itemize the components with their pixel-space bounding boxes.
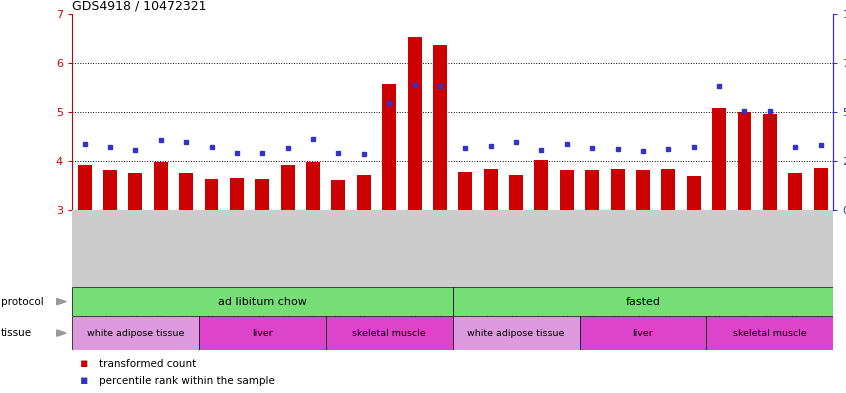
Bar bbox=[453, 287, 833, 316]
Bar bbox=[662, 169, 675, 210]
Bar bbox=[814, 167, 827, 210]
Bar bbox=[484, 169, 497, 210]
Bar bbox=[706, 316, 833, 350]
Bar bbox=[357, 175, 371, 210]
Text: skeletal muscle: skeletal muscle bbox=[733, 329, 807, 338]
Text: liver: liver bbox=[633, 329, 653, 338]
Text: tissue: tissue bbox=[1, 328, 32, 338]
Text: skeletal muscle: skeletal muscle bbox=[352, 329, 426, 338]
Bar bbox=[738, 112, 751, 210]
Text: GDS4918 / 10472321: GDS4918 / 10472321 bbox=[72, 0, 206, 13]
Text: white adipose tissue: white adipose tissue bbox=[86, 329, 184, 338]
Text: white adipose tissue: white adipose tissue bbox=[467, 329, 565, 338]
Text: ad libitum chow: ad libitum chow bbox=[217, 297, 307, 307]
Bar bbox=[636, 170, 650, 210]
Bar bbox=[560, 170, 574, 210]
Bar bbox=[129, 173, 142, 210]
Bar bbox=[535, 160, 548, 210]
Bar bbox=[72, 287, 453, 316]
Bar bbox=[179, 173, 193, 210]
Bar bbox=[763, 114, 777, 210]
Bar bbox=[199, 316, 326, 350]
Text: percentile rank within the sample: percentile rank within the sample bbox=[99, 376, 275, 386]
Bar bbox=[382, 83, 396, 210]
Bar bbox=[433, 45, 447, 210]
Bar bbox=[585, 170, 599, 210]
Bar bbox=[306, 162, 320, 210]
Bar bbox=[78, 165, 91, 210]
Text: ▪: ▪ bbox=[80, 375, 89, 387]
Text: fasted: fasted bbox=[625, 297, 661, 307]
Bar bbox=[255, 179, 269, 210]
Bar bbox=[788, 173, 802, 210]
Bar bbox=[72, 316, 199, 350]
Bar bbox=[103, 170, 117, 210]
Bar bbox=[509, 175, 523, 210]
Bar bbox=[230, 178, 244, 210]
Text: ▪: ▪ bbox=[80, 357, 89, 370]
Text: liver: liver bbox=[252, 329, 272, 338]
Bar bbox=[281, 165, 294, 210]
Bar bbox=[459, 172, 472, 210]
Bar bbox=[154, 162, 168, 210]
Bar bbox=[580, 316, 706, 350]
Bar bbox=[453, 316, 580, 350]
Bar bbox=[611, 169, 624, 210]
Bar bbox=[408, 37, 421, 210]
Bar bbox=[205, 179, 218, 210]
Bar bbox=[332, 180, 345, 210]
Text: protocol: protocol bbox=[1, 297, 44, 307]
Text: transformed count: transformed count bbox=[99, 358, 196, 369]
Bar bbox=[712, 108, 726, 210]
Bar bbox=[326, 316, 453, 350]
Bar bbox=[687, 176, 700, 210]
